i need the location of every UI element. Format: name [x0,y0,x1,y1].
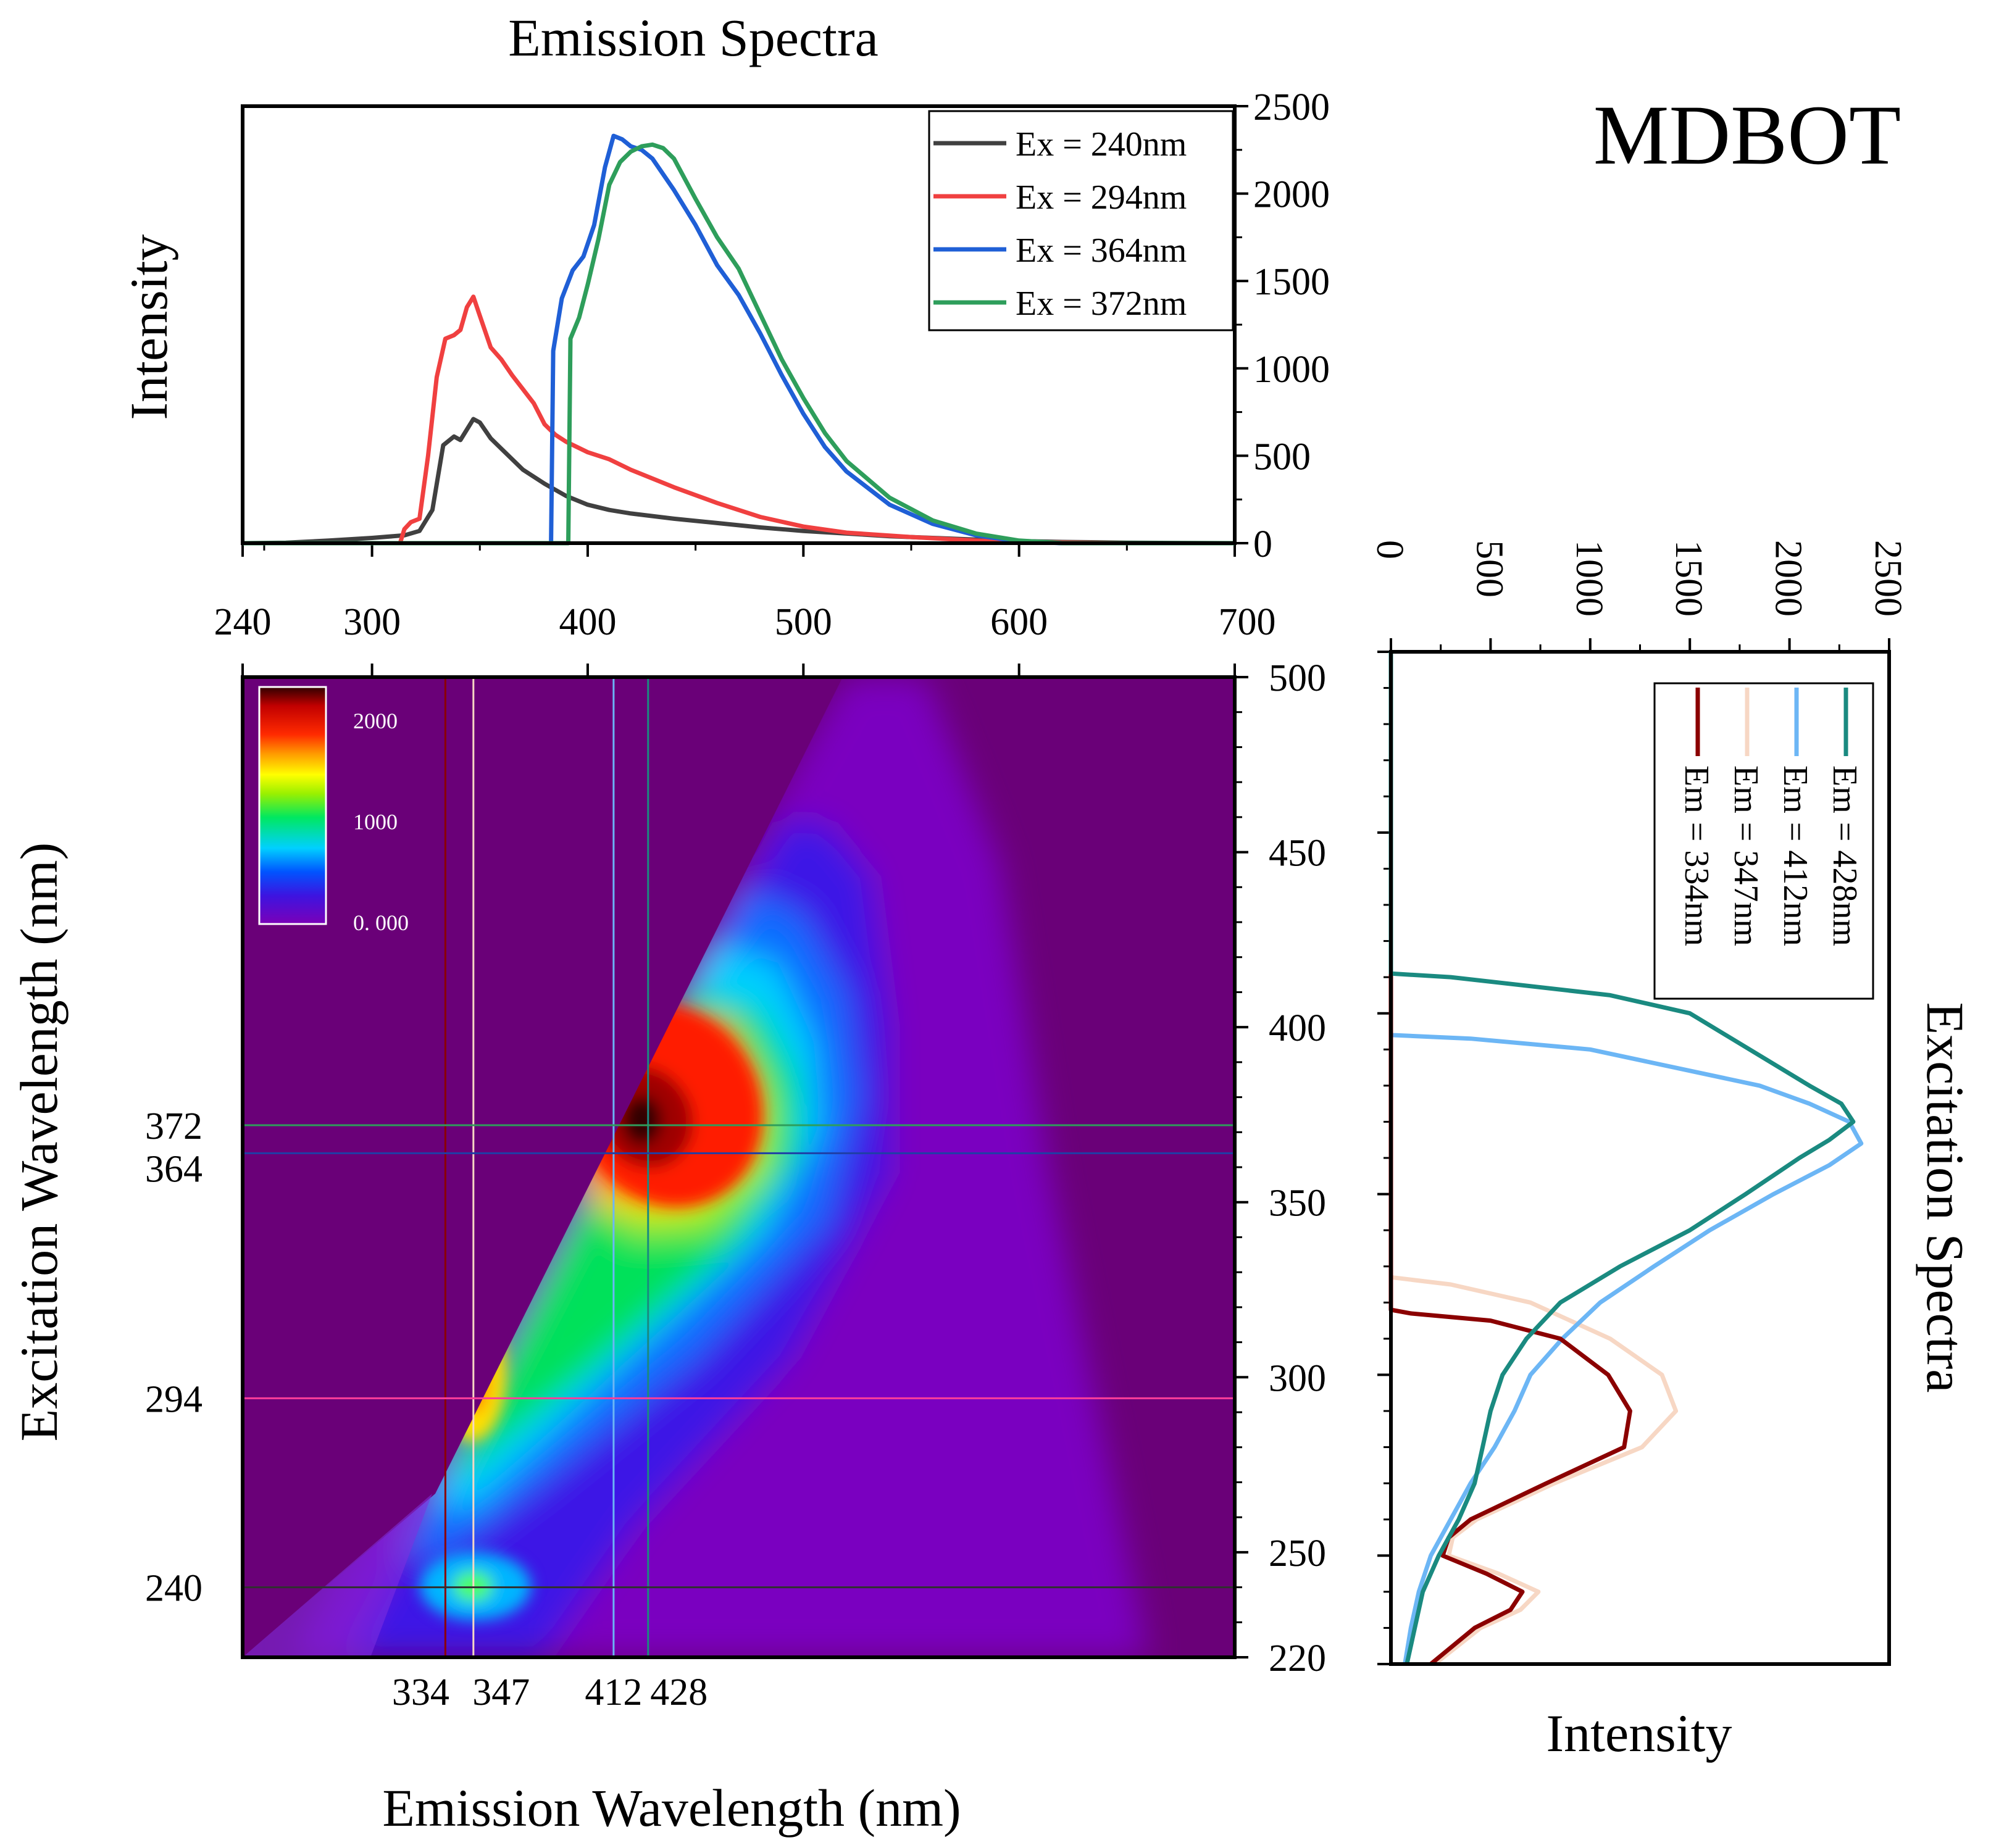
colorbar [258,686,327,925]
emission-legend-label-3: Ex = 372nm [1016,285,1187,323]
colorbar-label-1: 1000 [353,810,398,835]
emission-x-tick-label: 700 [1219,601,1276,643]
emission-title: Emission Spectra [508,8,879,67]
emission-y-tick-label: 2500 [1253,86,1330,128]
emission-frame [241,104,1237,545]
emission-x-tick-label: 500 [775,601,832,643]
excitation-top-tick-label: 2000 [1768,540,1809,617]
em-marker-label-347: 347 [472,1671,530,1713]
excitation-legend-label-1: Em = 412nm [1776,765,1814,946]
heatmap-right-tick-label: 450 [1269,833,1326,875]
excitation-xlabel: Intensity [1546,1704,1732,1763]
emission-y-tick-label: 0 [1253,523,1272,565]
excitation-frame [1389,650,1891,1666]
emission-y-tick-label: 1000 [1253,349,1330,391]
heatmap-right-tick-label: 350 [1269,1183,1326,1225]
colorbar-label-0: 2000 [353,709,398,733]
emission-legend-label-2: Ex = 364nm [1016,231,1187,270]
heatmap-scatter-mask [243,677,843,1657]
emission-x-tick-label: 400 [559,601,616,643]
emission-series-line-3 [243,142,1235,546]
colorbar-label-2: 0. 000 [353,910,409,935]
excitation-legend-label-3: Em = 334nm [1677,765,1716,946]
heatmap-right-tick-label: 300 [1269,1357,1326,1399]
heatmap-right-tick-label: 220 [1269,1638,1326,1679]
heatmap: 2000 1000 0. 000 [243,677,1235,1657]
heatmap-right-tick-label: 500 [1269,657,1326,699]
excitation-legend-label-0: Em = 428nm [1826,765,1864,946]
heatmap-right-tick-label: 250 [1269,1533,1326,1575]
excitation-legend: Em = 428nm Em = 412nm Em = 347nm Em = 334nm [1653,682,1874,1000]
excitation-series-line-0 [1388,652,1856,1665]
excitation-top-tick-label: 1000 [1568,540,1610,617]
excitation-series-line-3 [1388,652,1632,1666]
ex-marker-label-372: 372 [145,1105,202,1147]
emission-legend: Ex = 240nm Ex = 294nm Ex = 364nm Ex = 372nm [928,110,1234,331]
em-marker-label-412: 412 [585,1671,642,1713]
emission-legend-label-0: Ex = 240nm [1016,125,1187,164]
peak-main-dark [622,1096,662,1145]
heatmap-ylabel: Excitation Wavelength (nm) [9,843,69,1442]
emission-y-tick-label: 1500 [1253,261,1330,303]
excitation-series-line-1 [1388,652,1864,1665]
excitation-top-tick-label: 500 [1468,540,1510,597]
excitation-series-line-2 [1388,652,1679,1666]
emission-ylabel: Intensity [119,235,178,420]
heatmap-right-tick-label: 400 [1269,1007,1326,1049]
excitation-top-tick-label: 1500 [1668,540,1709,617]
excitation-title: Excitation Spectra [1916,1002,1975,1393]
excitation-top-tick-label: 2500 [1867,540,1909,617]
ex-marker-label-294: 294 [145,1378,202,1420]
emission-y-tick-label: 500 [1253,436,1311,478]
heatmap-xlabel: Emission Wavelength (nm) [382,1778,961,1838]
emission-x-tick-label: 600 [990,601,1048,643]
emission-series-line-1 [243,294,1235,546]
emission-series-line-0 [242,417,1235,546]
emission-x-tick-label: 300 [343,601,401,643]
excitation-legend-box [1653,682,1874,1000]
heatmap-rayleigh-edge [243,1494,432,1657]
ex-marker-label-364: 364 [145,1148,202,1190]
excitation-top-tick-label: 0 [1369,540,1411,559]
emission-legend-label-1: Ex = 294nm [1016,178,1187,217]
ex-marker-label-240: 240 [145,1568,202,1610]
sample-label: MDBOT [1593,88,1901,182]
emission-series-line-2 [243,133,1235,546]
em-marker-label-334: 334 [392,1671,449,1713]
em-marker-label-428: 428 [650,1671,707,1713]
emission-legend-box [928,110,1234,331]
excitation-legend-label-2: Em = 347nm [1727,765,1765,946]
emission-x-tick-label: 240 [214,601,272,643]
emission-y-tick-label: 2000 [1253,174,1330,216]
